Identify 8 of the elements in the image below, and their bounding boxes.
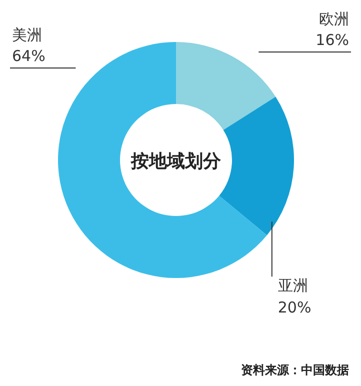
slice-label: 欧洲 xyxy=(319,10,349,28)
text: 按地域划分 xyxy=(130,151,222,172)
data-label: 16% xyxy=(316,31,349,49)
slice-label: 美洲 xyxy=(12,26,42,44)
data-label: 64% xyxy=(12,47,46,65)
text: 资料来源：中国数据 xyxy=(241,363,349,377)
slice-label: 亚洲 xyxy=(278,276,308,295)
data-label: 20% xyxy=(278,298,312,317)
